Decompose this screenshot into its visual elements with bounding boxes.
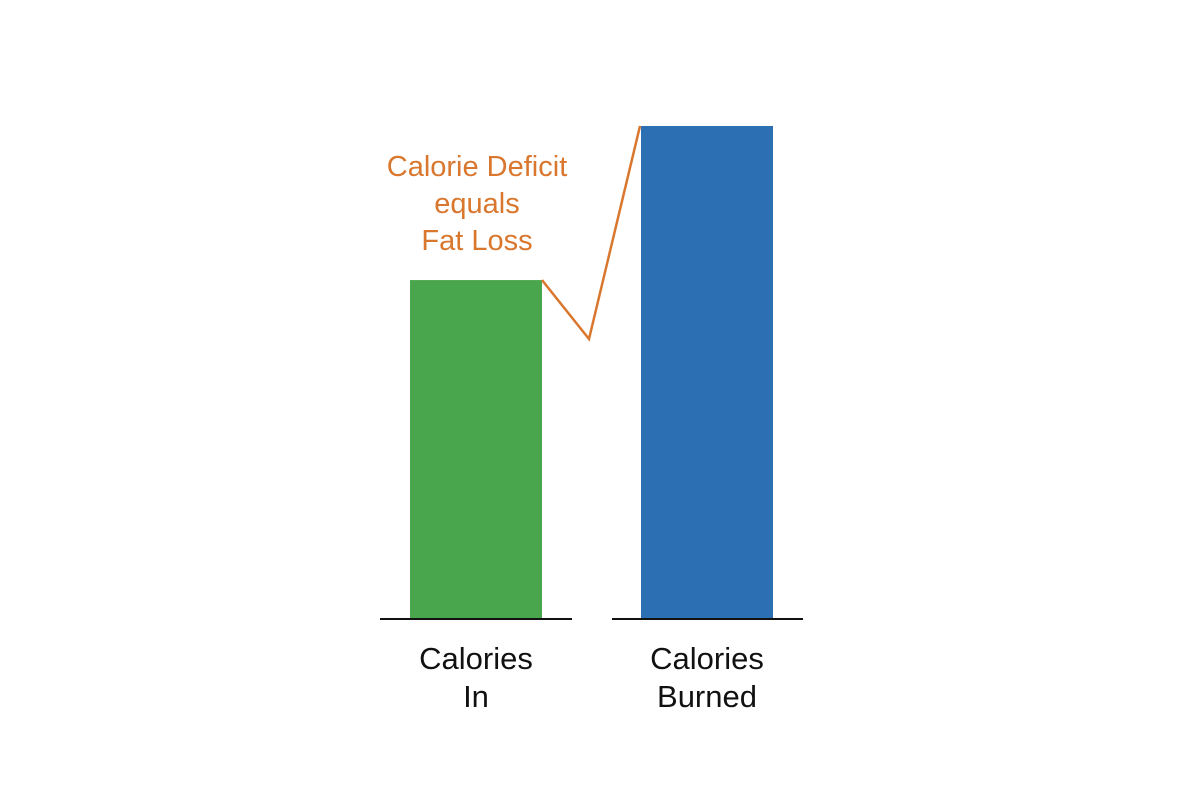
annotation-line-2: equals <box>434 188 519 220</box>
annotation-group: Calorie Deficit equals Fat Loss <box>387 125 642 342</box>
bars-group <box>410 126 773 619</box>
annotation-line-3: Fat Loss <box>421 225 532 257</box>
category-label: Burned <box>657 679 757 714</box>
category-label: Calories <box>419 641 533 676</box>
bar-calories-burned <box>641 126 773 619</box>
category-label: Calories <box>650 641 764 676</box>
bar-calories-in <box>410 280 542 619</box>
deficit-pointer-line <box>541 125 642 342</box>
category-label: In <box>463 679 489 714</box>
annotation-line-1: Calorie Deficit <box>387 151 568 183</box>
